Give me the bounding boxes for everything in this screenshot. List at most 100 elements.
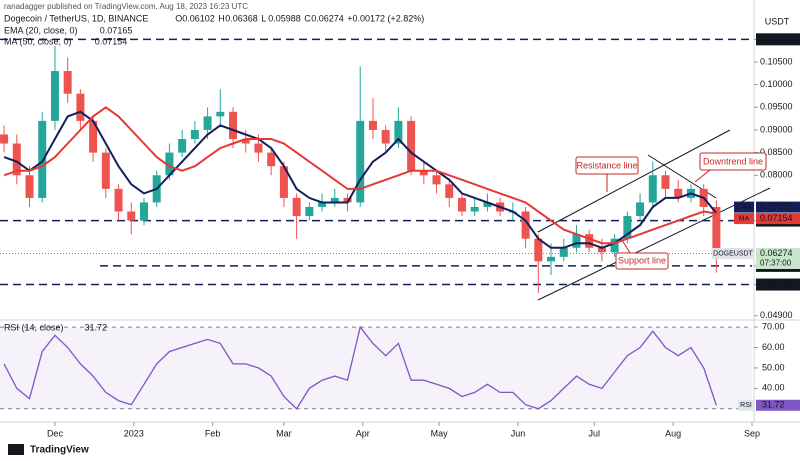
annotation: Support line [618, 255, 666, 265]
candle-body [407, 120, 416, 171]
y-tick-label: 0.09000 [760, 124, 793, 134]
ma-line [3, 110, 718, 249]
tag-name: EMA [736, 204, 752, 211]
tag-value-box [756, 213, 800, 225]
candle-body [521, 211, 530, 239]
annotation-box [699, 152, 767, 171]
legend-name: MA (50, close, 0) [4, 36, 72, 46]
candle-body [139, 202, 148, 221]
annotations: Resistance line Downtrend line Support l… [575, 152, 767, 270]
candle-body [50, 71, 59, 121]
candle-body [101, 152, 110, 189]
tag-value-box [756, 399, 800, 411]
candle-body [292, 197, 301, 217]
ohlc-value: 0.06102 [182, 13, 215, 23]
x-tick-label: Jul [589, 428, 601, 438]
y-tick-label: 0.05588 [760, 279, 793, 289]
candle-body [597, 247, 606, 253]
candle-body [547, 256, 556, 262]
candle-body [343, 197, 352, 203]
candle-body [534, 238, 543, 262]
channel-upper [537, 129, 731, 233]
candle-body [381, 129, 390, 144]
ma-line [3, 106, 717, 245]
ohlc-label: O [175, 13, 182, 23]
candle-body [229, 111, 238, 140]
candle-body [267, 152, 276, 167]
candle-body [38, 120, 47, 198]
candle-body [585, 234, 594, 248]
candle-body [76, 93, 85, 121]
legend-value: 0.07165 [100, 25, 133, 35]
brand: TradingView [30, 445, 89, 456]
candle-body [674, 188, 683, 198]
y-tick-label: 40.00 [762, 383, 785, 393]
y-tick-label: 0.10500 [760, 56, 793, 66]
ohlc-value: 0.06368 [225, 13, 258, 23]
tag-value: 0.07154 [760, 213, 793, 223]
rsi-line [3, 325, 718, 410]
candle-body [165, 152, 174, 176]
legend-name: EMA (20, close, 0) [4, 25, 78, 35]
legend-value: 31.72 [85, 322, 108, 332]
channel-lower [537, 187, 771, 301]
change: +0.00172 (+2.82%) [347, 13, 424, 23]
annotation-arrow [694, 169, 711, 183]
x-tick-label: Jun [511, 428, 526, 438]
candle-body [394, 120, 403, 144]
symbol: Dogecoin / TetherUS, 1D, BINANCE [4, 13, 148, 23]
y-tick-label: 0.10000 [760, 79, 793, 89]
candle-body [661, 175, 670, 189]
candle-body [457, 197, 466, 212]
candle-body [25, 175, 34, 198]
candle-body [127, 211, 136, 221]
ohlc-label: C [304, 13, 311, 23]
annotation: Downtrend line [703, 156, 763, 166]
brand-logo [8, 444, 24, 455]
ohlc-value: 0.06274 [311, 13, 344, 23]
candle-body [279, 166, 288, 198]
annotation-arrow [621, 239, 631, 254]
candle-body [368, 120, 377, 130]
x-tick-label: May [431, 428, 449, 438]
candle-body [636, 202, 645, 217]
candle-body [63, 71, 72, 94]
candle-body [318, 202, 327, 207]
candle-body [623, 216, 632, 239]
candle-body [330, 197, 339, 203]
tag-value: 31.72 [762, 400, 785, 410]
level-tag [756, 278, 800, 291]
tag-name: MA [739, 215, 750, 222]
legend-value: 0.07154 [95, 36, 128, 46]
ticker: DOGEUSDT [713, 250, 753, 257]
candle-body [419, 170, 428, 176]
countdown: 07:37:00 [760, 259, 792, 268]
x-tick-label: Aug [665, 428, 681, 438]
y-tick-label: 50.00 [762, 362, 785, 372]
x-tick-label: Feb [205, 428, 221, 438]
candle-body [712, 206, 721, 254]
publisher: ranadagger published on TradingView.com,… [4, 2, 248, 11]
candle-body [12, 143, 21, 176]
ticker-box [712, 247, 754, 259]
last-price: 0.06274 [760, 248, 793, 258]
x-tick-label: Sep [744, 428, 760, 438]
y-tick-label: 0.08500 [760, 147, 793, 157]
tag-name-box [738, 399, 754, 411]
y-tick-label: 0.11000 [760, 34, 792, 44]
candle-body [114, 188, 123, 212]
ohlc-value: 0.05988 [268, 13, 301, 23]
ohlc-label: L [261, 13, 266, 23]
x-tick-label: Mar [276, 428, 292, 438]
y-tick-label: 0.09500 [760, 102, 793, 112]
candle-body [483, 202, 492, 207]
candle-body [470, 206, 479, 212]
candle-body [216, 111, 225, 117]
y-tick-label: 70.00 [762, 321, 785, 331]
candle-body [445, 184, 454, 198]
candle-body [648, 175, 657, 203]
y-tick-label: 60.00 [762, 342, 785, 352]
candle-body [559, 247, 568, 257]
